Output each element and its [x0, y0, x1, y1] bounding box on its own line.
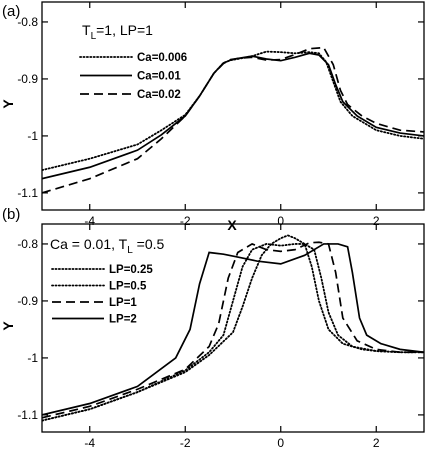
panel-b-x-tick-label: 0 — [277, 436, 284, 450]
panel-a-series-2-line — [42, 46, 424, 194]
panel-b-y-tick-label: -1 — [27, 351, 38, 365]
panel-b-label: (b) — [2, 206, 20, 223]
panel-b-x-tick-label: -4 — [84, 436, 95, 450]
panel-b-legend-label: LP=1 — [109, 297, 137, 309]
panel-a-label: (a) — [2, 3, 20, 20]
panel-a-axes-frame — [41, 1, 425, 211]
panel-b-legend-label: LP=2 — [109, 314, 137, 326]
panel-a-y-tick-label: -1 — [27, 129, 38, 143]
panel-a-x-label: X — [227, 217, 237, 233]
panel-b-series-2-line — [42, 241, 424, 419]
panel-a-x-tick-label: -2 — [180, 214, 191, 228]
panel-a-series-0-line — [42, 50, 424, 172]
panel-a-legend-label: Ca=0.006 — [137, 52, 187, 64]
panel-b-y-tick-label: -1.1 — [17, 408, 38, 422]
panel-b-legend-label: LP=0.25 — [109, 264, 153, 276]
panel-b-y-tick-label: -0.8 — [17, 237, 38, 251]
panel-b-x-tick-label: -2 — [180, 436, 191, 450]
panel-b-series-3-line — [42, 243, 424, 416]
panel-a-y-tick-label: -0.8 — [17, 15, 38, 29]
panel-b-y-label: Y — [0, 321, 16, 331]
panel-b: (b) Ca = 0.01, TL =0.5 Y -4 -2 0 2 -0.8 -0.9 -… — [0, 206, 425, 450]
panel-b-series-1-line — [42, 243, 424, 422]
panel-a-y-tick-label: -1.1 — [17, 186, 38, 200]
panel-a-x-tick-label: 0 — [277, 214, 284, 228]
panel-b-axes-frame — [41, 223, 425, 433]
panel-a-x-tick-label: -4 — [84, 214, 95, 228]
panel-a-y-label: Y — [0, 99, 16, 109]
panel-b-y-tick-label: -0.9 — [17, 294, 38, 308]
panel-a: (a) TL=1, LP=1 X Y -4 -2 0 2 -0.8 -0.9 -1 -1.1 C… — [0, 1, 425, 233]
panel-a-legend-label: Ca=0.01 — [137, 71, 181, 83]
panel-b-x-tick-label: 2 — [373, 436, 380, 450]
panel-a-series-1-line — [42, 52, 424, 180]
panel-a-x-tick-label: 2 — [373, 214, 380, 228]
panel-b-legend-label: LP=0.5 — [109, 281, 147, 293]
panel-a-subtitle: TL=1, LP=1 — [82, 22, 153, 42]
panel-a-legend-label: Ca=0.02 — [137, 89, 181, 101]
panel-a-y-tick-label: -0.9 — [17, 72, 38, 86]
panel-b-subtitle: Ca = 0.01, TL =0.5 — [50, 236, 164, 256]
